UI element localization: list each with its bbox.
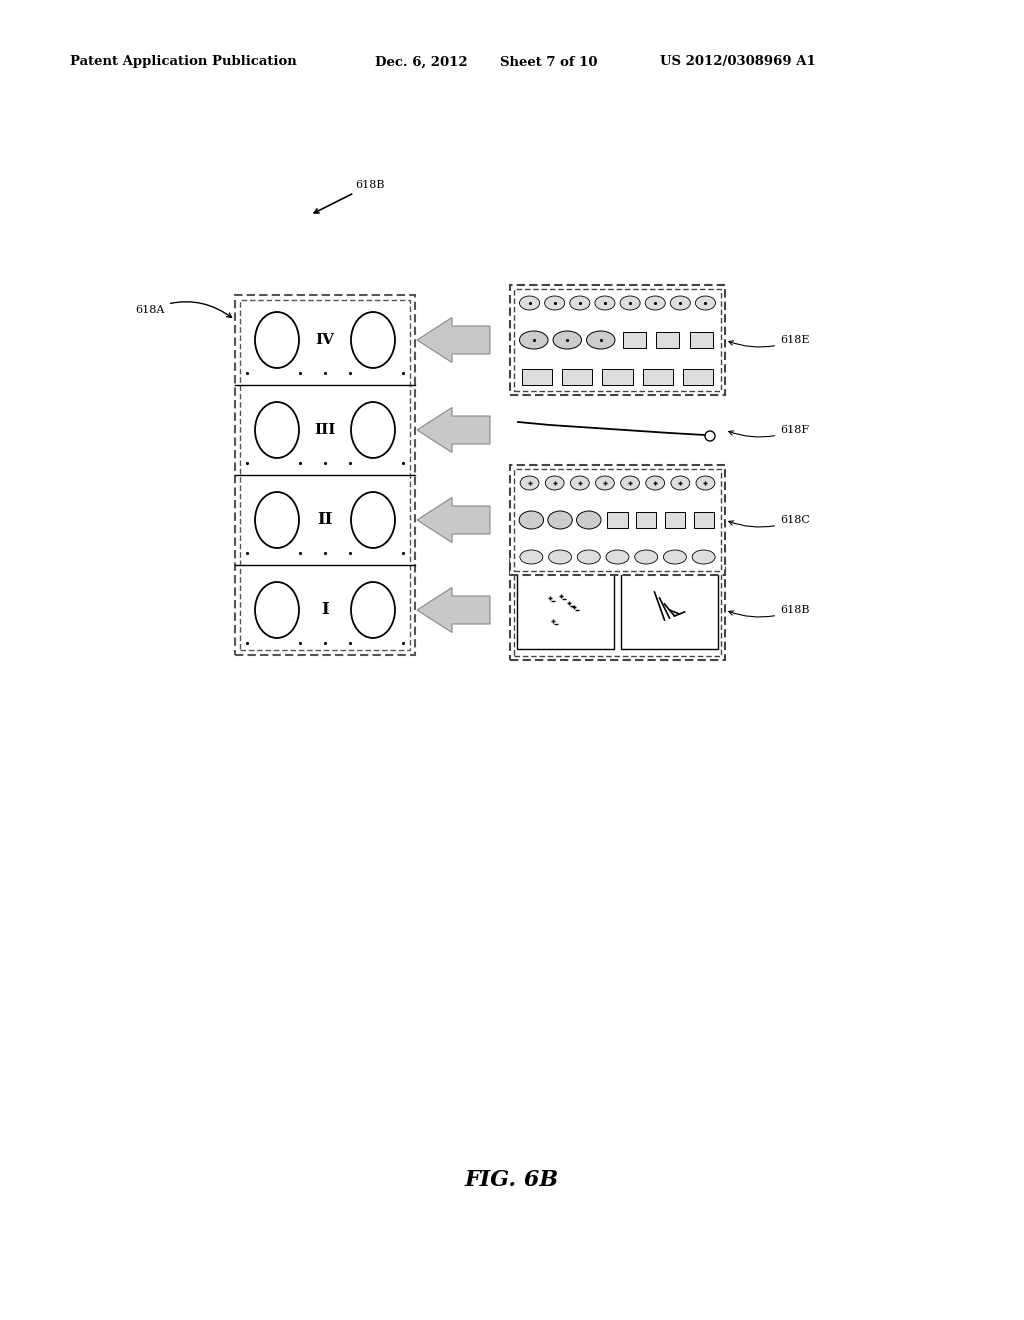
Ellipse shape	[692, 550, 715, 564]
Ellipse shape	[570, 477, 589, 490]
Text: 618E: 618E	[729, 335, 810, 347]
Bar	[665, 512, 685, 528]
Ellipse shape	[351, 492, 395, 548]
FancyArrow shape	[417, 498, 490, 543]
Text: Patent Application Publication: Patent Application Publication	[70, 55, 297, 69]
Bar	[643, 370, 673, 385]
Bar	[514, 289, 721, 391]
Ellipse shape	[255, 492, 299, 548]
Ellipse shape	[255, 312, 299, 368]
Ellipse shape	[620, 296, 640, 310]
FancyArrow shape	[417, 587, 490, 632]
Bar	[562, 370, 592, 385]
Bar	[689, 333, 713, 348]
Ellipse shape	[671, 477, 690, 490]
Ellipse shape	[519, 511, 544, 529]
Ellipse shape	[705, 432, 715, 441]
Ellipse shape	[520, 550, 543, 564]
Text: US 2012/0308969 A1: US 2012/0308969 A1	[660, 55, 816, 69]
Ellipse shape	[548, 511, 572, 529]
Ellipse shape	[645, 296, 666, 310]
Ellipse shape	[351, 403, 395, 458]
Ellipse shape	[696, 477, 715, 490]
Bar	[636, 512, 656, 528]
Bar	[621, 572, 718, 649]
Ellipse shape	[671, 296, 690, 310]
Ellipse shape	[695, 296, 716, 310]
Ellipse shape	[545, 477, 564, 490]
Bar	[510, 285, 725, 395]
Ellipse shape	[255, 403, 299, 458]
Ellipse shape	[635, 550, 657, 564]
Ellipse shape	[606, 550, 629, 564]
FancyArrow shape	[417, 318, 490, 363]
Ellipse shape	[519, 331, 548, 348]
Bar	[683, 370, 713, 385]
Bar	[514, 469, 721, 572]
Bar	[510, 560, 725, 660]
Text: 618C: 618C	[729, 515, 810, 527]
Bar	[517, 572, 614, 649]
Text: I: I	[322, 602, 329, 619]
FancyArrow shape	[417, 408, 490, 453]
Ellipse shape	[595, 296, 615, 310]
Text: FIG. 6B: FIG. 6B	[465, 1170, 559, 1191]
Ellipse shape	[351, 582, 395, 638]
Text: 618B: 618B	[729, 605, 810, 616]
Ellipse shape	[596, 477, 614, 490]
Ellipse shape	[255, 582, 299, 638]
Ellipse shape	[664, 550, 686, 564]
Ellipse shape	[578, 550, 600, 564]
Ellipse shape	[587, 331, 615, 348]
Text: III: III	[314, 422, 336, 437]
Bar	[522, 370, 552, 385]
Bar	[656, 333, 680, 348]
Bar	[240, 300, 410, 649]
Text: 618F: 618F	[729, 425, 809, 437]
Ellipse shape	[351, 312, 395, 368]
Text: II: II	[317, 511, 333, 528]
Ellipse shape	[646, 477, 665, 490]
Text: Dec. 6, 2012: Dec. 6, 2012	[375, 55, 468, 69]
Ellipse shape	[569, 296, 590, 310]
Text: 618B: 618B	[314, 180, 384, 213]
Ellipse shape	[549, 550, 571, 564]
Bar	[623, 333, 646, 348]
Bar	[602, 370, 633, 385]
Ellipse shape	[553, 331, 582, 348]
Bar	[607, 512, 628, 528]
Ellipse shape	[577, 511, 601, 529]
Text: 618A: 618A	[135, 302, 231, 317]
Bar	[693, 512, 714, 528]
Bar	[514, 564, 721, 656]
Text: Sheet 7 of 10: Sheet 7 of 10	[500, 55, 597, 69]
Text: IV: IV	[315, 333, 335, 347]
Ellipse shape	[520, 477, 539, 490]
Ellipse shape	[519, 296, 540, 310]
Ellipse shape	[545, 296, 565, 310]
Ellipse shape	[621, 477, 639, 490]
Bar	[510, 465, 725, 576]
Bar	[234, 294, 415, 655]
